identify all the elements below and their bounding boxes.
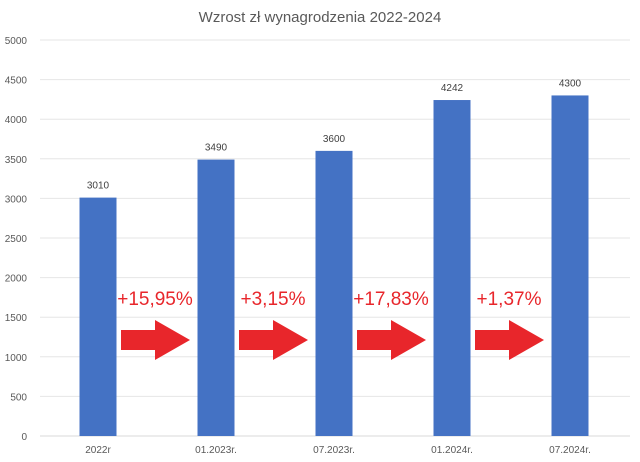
bar: [433, 100, 471, 436]
arrow-right-icon: [357, 320, 426, 360]
growth-annotation: +3,15%: [241, 289, 306, 310]
data-label: 4242: [441, 83, 464, 94]
y-tick-label: 3500: [5, 155, 28, 166]
y-tick-label: 500: [10, 392, 27, 403]
y-tick-label: 2500: [5, 234, 28, 245]
growth-annotation: +15,95%: [117, 289, 193, 310]
y-tick-label: 5000: [5, 36, 28, 47]
x-tick-label: 2022r: [85, 445, 111, 456]
x-tick-label: 01.2023r.: [195, 445, 237, 456]
y-tick-label: 1000: [5, 353, 28, 364]
arrow-right-icon: [239, 320, 308, 360]
x-tick-label: 01.2024r.: [431, 445, 473, 456]
y-tick-label: 4000: [5, 115, 28, 126]
y-tick-label: 2000: [5, 274, 28, 285]
y-tick-label: 1500: [5, 313, 28, 324]
growth-annotation: +1,37%: [477, 289, 542, 310]
x-tick-label: 07.2024r.: [549, 445, 591, 456]
bar: [79, 197, 117, 436]
arrow-right-icon: [121, 320, 190, 360]
data-label: 3010: [87, 181, 110, 192]
data-label: 3490: [205, 143, 228, 154]
data-label: 3600: [323, 134, 346, 145]
bar: [551, 95, 589, 436]
growth-annotation: +17,83%: [353, 289, 429, 310]
x-tick-label: 07.2023r.: [313, 445, 355, 456]
y-tick-label: 3000: [5, 194, 28, 205]
bar: [197, 159, 235, 437]
bar: [315, 150, 353, 436]
y-tick-label: 4500: [5, 76, 28, 87]
chart-title: Wzrost zł wynagrodzenia 2022-2024: [199, 9, 442, 26]
y-tick-label: 0: [21, 432, 27, 443]
arrow-right-icon: [475, 320, 544, 360]
data-label: 4300: [559, 78, 582, 89]
